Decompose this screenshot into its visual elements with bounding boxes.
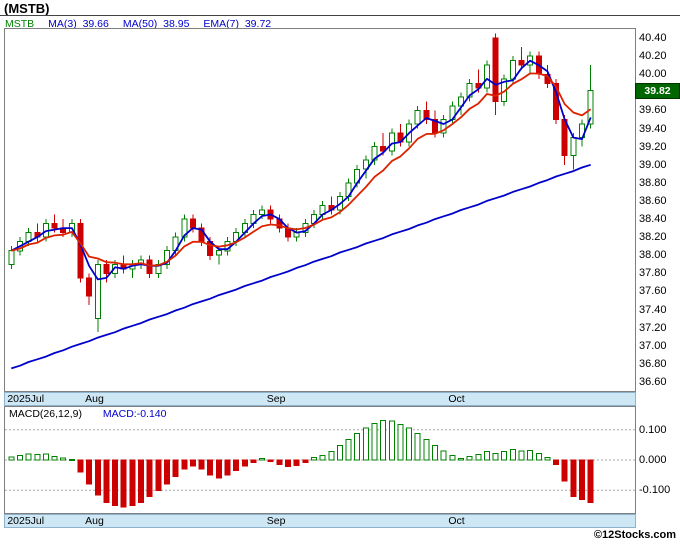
date-tick-label: 2025Jul (7, 393, 45, 405)
date-tick-label: Aug (85, 515, 104, 527)
macd-chart-svg (5, 420, 635, 508)
date-tick-label: Oct (448, 515, 465, 527)
date-tick-label: Sep (266, 393, 286, 405)
macd-histogram (8, 420, 594, 508)
price-tick-label: 37.20 (639, 321, 667, 334)
date-tick-label: Sep (266, 515, 286, 527)
last-price-label: 39.82 (635, 82, 680, 99)
price-chart-svg (8, 33, 594, 370)
price-tick-label: 40.20 (639, 50, 667, 63)
macd-tick-label: 0.100 (639, 423, 667, 436)
macd-panel: MACD(26,12,9) MACD:-0.140 (4, 406, 636, 514)
price-tick-label: 39.60 (639, 104, 667, 117)
macd-settings-label: MACD(26,12,9) (9, 408, 82, 420)
price-tick-label: 37.00 (639, 339, 667, 352)
price-tick-label: 38.40 (639, 213, 667, 226)
price-tick-label: 39.00 (639, 158, 667, 171)
date-axis-top: 2025Jul Aug Sep Oct (4, 392, 636, 406)
price-tick-label: 36.60 (639, 375, 667, 388)
price-tick-label: 39.40 (639, 122, 667, 135)
date-axis-bottom: 2025Jul Aug Sep Oct (4, 514, 636, 528)
price-chart-panel (4, 28, 636, 392)
price-tick-label: 38.00 (639, 249, 667, 262)
legend-item-mstb: MSTB (5, 18, 35, 30)
title-divider (0, 15, 680, 16)
date-tick-label: 2025Jul (7, 515, 45, 527)
copyright-watermark: ©12Stocks.com (593, 529, 676, 541)
price-tick-label: 38.80 (639, 176, 667, 189)
date-tick-label: Aug (85, 393, 104, 405)
price-tick-label: 38.20 (639, 231, 667, 244)
macd-axis: 0.100 0.000 -0.100 (639, 407, 680, 513)
legend-item-ma50: MA(50) 38.95 (122, 18, 190, 30)
macd-value-label: MACD:-0.140 (102, 408, 167, 420)
macd-tick-label: -0.100 (639, 484, 671, 497)
price-tick-label: 37.80 (639, 267, 667, 280)
price-tick-label: 38.60 (639, 194, 667, 207)
ma50-line (11, 163, 591, 370)
price-tick-label: 40.00 (639, 68, 667, 81)
candles-layer (8, 33, 594, 333)
macd-labels: MACD(26,12,9) MACD:-0.140 (9, 408, 166, 420)
price-tick-label: 37.40 (639, 303, 667, 316)
price-tick-label: 39.20 (639, 140, 667, 153)
legend-item-ema7: EMA(7) 39.72 (203, 18, 272, 30)
macd-tick-label: 0.000 (639, 454, 667, 466)
price-tick-label: 40.40 (639, 32, 667, 45)
ma3-line (10, 59, 592, 281)
price-tick-label: 37.60 (639, 285, 667, 298)
ema7-line (11, 72, 592, 267)
price-tick-label: 36.80 (639, 357, 667, 370)
page-title: (MSTB) (4, 1, 50, 16)
date-tick-label: Oct (448, 393, 465, 405)
legend: MSTB MA(3) 39.66 MA(50) 38.95 EMA(7) 39.72 (5, 18, 271, 30)
legend-item-ma3: MA(3) 39.66 (48, 18, 109, 30)
